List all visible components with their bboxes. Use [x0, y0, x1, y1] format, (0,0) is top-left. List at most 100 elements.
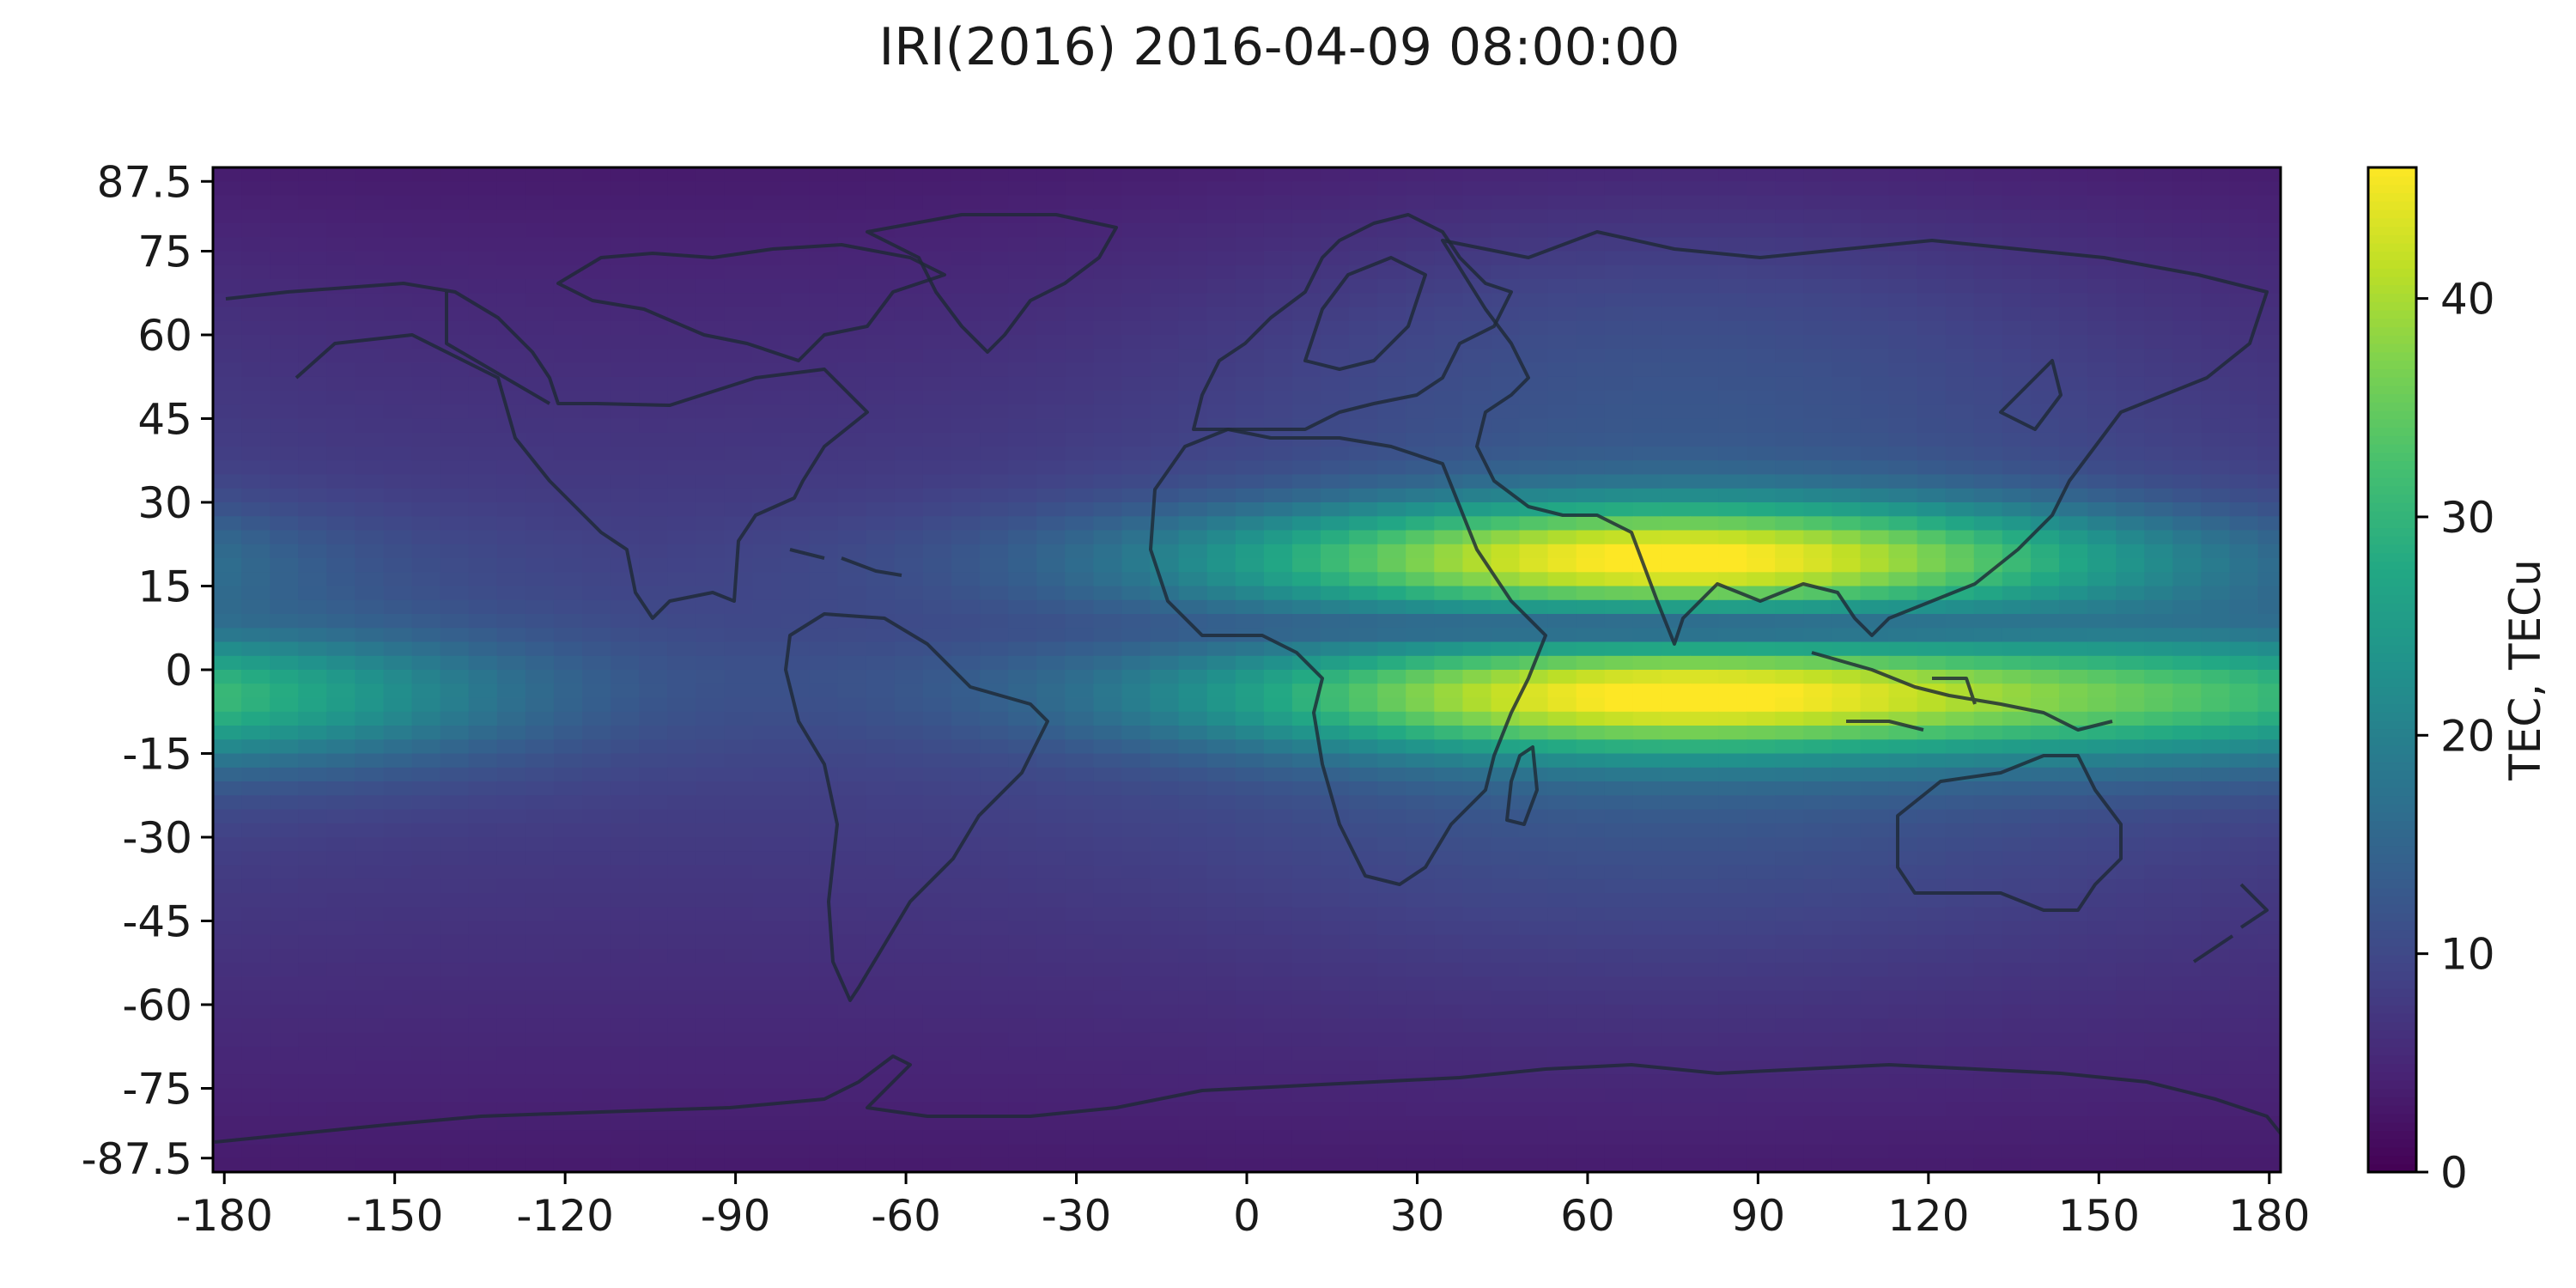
- heatmap-cell: [2144, 586, 2174, 601]
- heatmap-cell: [1349, 558, 1378, 574]
- heatmap-cell: [1065, 683, 1095, 699]
- heatmap-cell: [1263, 893, 1293, 908]
- heatmap-cell: [1065, 558, 1095, 574]
- heatmap-cell: [611, 1018, 640, 1034]
- heatmap-cell: [837, 809, 867, 824]
- heatmap-cell: [1491, 1005, 1521, 1020]
- heatmap-cell: [809, 920, 839, 936]
- heatmap-cell: [1860, 167, 1890, 183]
- heatmap-cell: [525, 599, 555, 615]
- heatmap-cell: [1519, 1005, 1549, 1020]
- heatmap-cell: [1321, 1088, 1350, 1103]
- heatmap-cell: [1462, 655, 1492, 671]
- heatmap-cell: [1945, 432, 1975, 447]
- heatmap-cell: [1576, 474, 1606, 489]
- heatmap-cell: [809, 711, 839, 726]
- heatmap-cell: [667, 237, 697, 252]
- heatmap-cell: [2201, 837, 2231, 853]
- heatmap-cell: [1747, 781, 1777, 796]
- heatmap-cell: [1661, 1102, 1691, 1117]
- heatmap-cell: [1263, 181, 1293, 197]
- heatmap-cell: [411, 655, 441, 671]
- heatmap-cell: [468, 391, 498, 406]
- heatmap-cell: [213, 404, 242, 420]
- heatmap-cell: [696, 1046, 726, 1061]
- heatmap-cell: [696, 572, 726, 587]
- heatmap-cell: [326, 404, 356, 420]
- heatmap-cell: [1747, 976, 1777, 992]
- heatmap-cell: [1235, 809, 1265, 824]
- heatmap-cell: [696, 447, 726, 462]
- heatmap-cell: [1065, 781, 1095, 796]
- heatmap-cell: [1491, 726, 1521, 741]
- heatmap-cell: [809, 530, 839, 545]
- heatmap-cell: [326, 614, 356, 629]
- heatmap-cell: [2172, 391, 2202, 406]
- heatmap-cell: [2172, 293, 2202, 308]
- heatmap-cell: [2002, 167, 2032, 183]
- heatmap-cell: [1832, 670, 1862, 684]
- heatmap-cell: [298, 335, 328, 350]
- heatmap-cell: [1434, 209, 1464, 224]
- heatmap-cell: [2116, 544, 2146, 559]
- heatmap-cell: [2087, 544, 2117, 559]
- heatmap-cell: [2002, 865, 2032, 880]
- heatmap-cell: [781, 920, 811, 936]
- heatmap-cell: [1008, 614, 1038, 629]
- heatmap-cell: [866, 209, 896, 224]
- heatmap-cell: [496, 404, 526, 420]
- heatmap-cell: [866, 572, 896, 587]
- heatmap-cell: [553, 1018, 583, 1034]
- heatmap-cell: [1150, 907, 1180, 922]
- heatmap-cell: [1377, 293, 1407, 308]
- heatmap-cell: [1973, 251, 2003, 266]
- heatmap-cell: [1945, 572, 1975, 587]
- heatmap-cell: [1093, 599, 1123, 615]
- heatmap-cell: [1462, 670, 1492, 684]
- heatmap-cell: [1491, 195, 1521, 210]
- heatmap-cell: [1263, 614, 1293, 629]
- heatmap-cell: [1917, 167, 1947, 183]
- heatmap-cell: [2229, 251, 2259, 266]
- heatmap-cell: [1462, 976, 1492, 992]
- heatmap-cell: [1093, 1032, 1123, 1048]
- heatmap-cell: [980, 726, 1009, 741]
- heatmap-cell: [1888, 362, 1918, 378]
- heatmap-cell: [866, 474, 896, 489]
- heatmap-cell: [383, 823, 413, 838]
- heatmap-cell: [752, 488, 782, 503]
- heatmap-cell: [1803, 516, 1833, 532]
- heatmap-cell: [1406, 893, 1436, 908]
- heatmap-cell: [1434, 934, 1464, 950]
- heatmap-cell: [326, 878, 356, 894]
- heatmap-cell: [1491, 362, 1521, 378]
- heatmap-cell: [1576, 809, 1606, 824]
- heatmap-cell: [781, 264, 811, 280]
- heatmap-cell: [355, 237, 385, 252]
- heatmap-cell: [696, 502, 726, 518]
- heatmap-cell: [1065, 307, 1095, 322]
- heatmap-cell: [667, 335, 697, 350]
- heatmap-cell: [1775, 795, 1805, 811]
- heatmap-cell: [1888, 767, 1918, 782]
- heatmap-cell: [270, 586, 300, 601]
- heatmap-cell: [667, 949, 697, 964]
- heatmap-cell: [2059, 586, 2088, 601]
- heatmap-cell: [1462, 335, 1492, 350]
- heatmap-cell: [1462, 181, 1492, 197]
- heatmap-cell: [1434, 963, 1464, 978]
- heatmap-cell: [866, 963, 896, 978]
- heatmap-cell: [355, 530, 385, 545]
- heatmap-cell: [1803, 251, 1833, 266]
- heatmap-cell: [1321, 418, 1350, 434]
- heatmap-cell: [1121, 404, 1151, 420]
- heatmap-cell: [1178, 1005, 1208, 1020]
- heatmap-cell: [355, 990, 385, 1005]
- heatmap-cell: [2201, 209, 2231, 224]
- heatmap-cell: [1036, 739, 1066, 755]
- heatmap-cell: [1803, 878, 1833, 894]
- heatmap-cell: [1093, 307, 1123, 322]
- heatmap-cell: [837, 544, 867, 559]
- heatmap-cell: [468, 474, 498, 489]
- heatmap-cell: [270, 335, 300, 350]
